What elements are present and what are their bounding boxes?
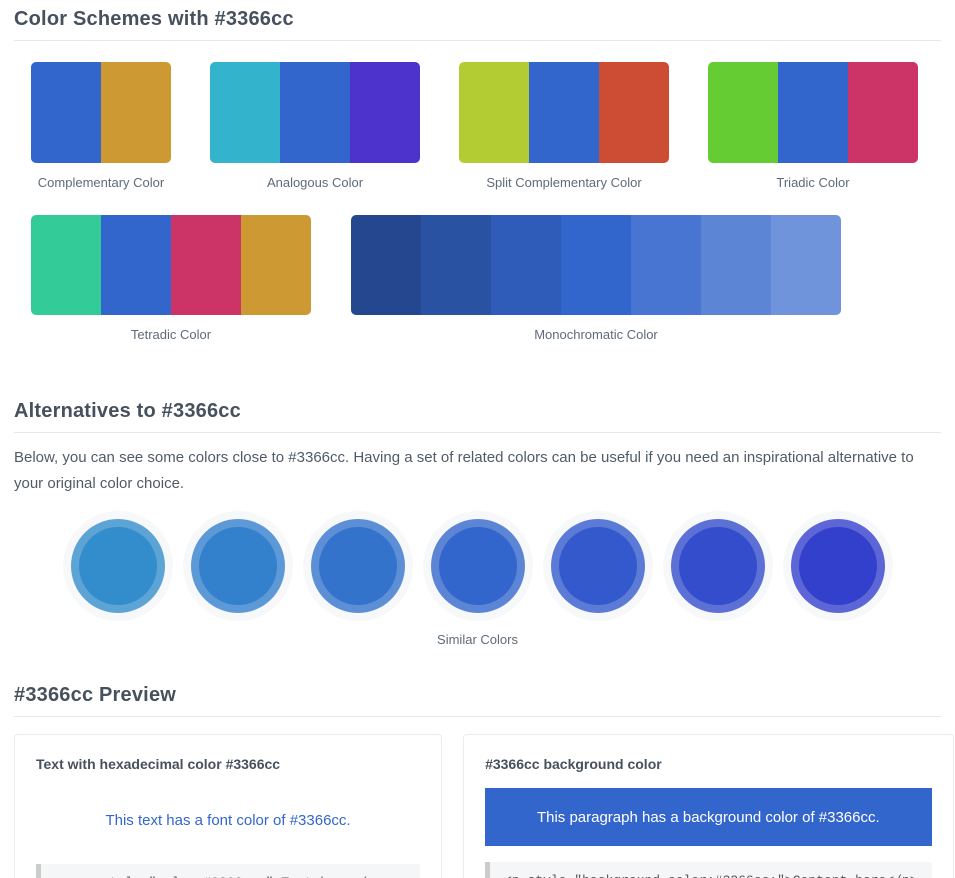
background-color-code-snippet: <p style="background-color:#3366cc;">Con… (485, 862, 932, 878)
similar-color-halo (302, 511, 413, 621)
similar-color-swatch[interactable] (78, 527, 157, 605)
color-swatch[interactable] (31, 215, 101, 315)
similar-color-halo (542, 511, 653, 621)
color-swatch[interactable] (771, 215, 841, 315)
similar-color-swatch[interactable] (558, 527, 637, 605)
similar-color-halo (62, 511, 173, 621)
scheme-row-1: Complementary Color Analogous Color Split … (31, 62, 941, 190)
color-swatch[interactable] (101, 62, 171, 163)
swatch-strip (708, 62, 918, 163)
color-swatch[interactable] (599, 62, 669, 163)
section-color-schemes: Color Schemes with #3366cc Complementary… (14, 6, 941, 342)
similar-color-ring (70, 519, 165, 613)
section-preview: #3366cc Preview Text with hexadecimal co… (14, 682, 954, 878)
scheme-group: Tetradic Color (31, 215, 311, 342)
scheme-label: Triadic Color (776, 175, 850, 190)
background-color-card-title: #3366cc background color (485, 756, 662, 772)
divider (14, 716, 941, 717)
scheme-label: Complementary Color (37, 175, 165, 190)
section-alternatives: Alternatives to #3366cc Below, you can s… (14, 398, 941, 647)
color-swatch[interactable] (459, 62, 529, 163)
similar-colors-row (14, 511, 941, 621)
similar-color-swatch[interactable] (798, 527, 877, 605)
divider (14, 40, 941, 41)
preview-cards-row: Text with hexadecimal color #3366cc This… (14, 734, 954, 878)
scheme-label: Monochromatic Color (534, 327, 658, 342)
background-color-sample-paragraph: This paragraph has a background color of… (485, 788, 932, 846)
color-swatch[interactable] (350, 62, 420, 163)
swatch-strip (351, 215, 841, 315)
similar-color-halo (662, 511, 773, 621)
scheme-group: Complementary Color (31, 62, 171, 190)
similar-colors-caption: Similar Colors (437, 632, 518, 647)
text-color-code-snippet: <span style="color:#3366cc;">Text here</… (36, 864, 421, 878)
divider (14, 432, 941, 433)
similar-color-ring (670, 519, 765, 613)
color-swatch[interactable] (280, 62, 350, 163)
similar-color-ring (190, 519, 285, 613)
color-swatch[interactable] (708, 62, 778, 163)
color-swatch[interactable] (101, 215, 171, 315)
similar-color-ring (550, 519, 645, 613)
color-swatch[interactable] (171, 215, 241, 315)
background-color-preview-card: #3366cc background color This paragraph … (463, 734, 954, 878)
color-swatch[interactable] (351, 215, 421, 315)
color-swatch[interactable] (778, 62, 848, 163)
scheme-group: Analogous Color (210, 62, 420, 190)
color-swatch[interactable] (561, 215, 631, 315)
similar-color-halo (782, 511, 893, 621)
similar-color-ring (430, 519, 525, 613)
scheme-label: Analogous Color (266, 175, 364, 190)
color-swatch[interactable] (631, 215, 701, 315)
scheme-group: Triadic Color (708, 62, 918, 190)
text-color-preview-card: Text with hexadecimal color #3366cc This… (14, 734, 443, 878)
swatch-strip (31, 62, 171, 163)
similar-color-swatch[interactable] (318, 527, 397, 605)
swatch-strip (210, 62, 420, 163)
similar-color-halo (422, 511, 533, 621)
similar-color-swatch[interactable] (438, 527, 517, 605)
color-schemes-title: Color Schemes with #3366cc (14, 8, 294, 30)
swatch-strip (459, 62, 669, 163)
swatch-strip (31, 215, 311, 315)
similar-color-ring (310, 519, 405, 613)
scheme-label: Split Complementary Color (486, 175, 642, 190)
color-swatch[interactable] (848, 62, 918, 163)
color-swatch[interactable] (421, 215, 491, 315)
scheme-row-2: Tetradic Color Monochromatic Color (31, 215, 941, 342)
text-color-card-title: Text with hexadecimal color #3366cc (36, 756, 281, 772)
preview-title: #3366cc Preview (14, 684, 177, 706)
scheme-label: Tetradic Color (130, 327, 212, 342)
alternatives-title: Alternatives to #3366cc (14, 400, 241, 422)
similar-color-ring (790, 519, 885, 613)
color-swatch[interactable] (491, 215, 561, 315)
alternatives-description: Below, you can see some colors close to … (14, 449, 914, 492)
similar-color-swatch[interactable] (678, 527, 757, 605)
color-swatch[interactable] (529, 62, 599, 163)
similar-color-halo (182, 511, 293, 621)
font-color-sample-text: This text has a font color of #3366cc. (105, 812, 351, 829)
color-swatch[interactable] (241, 215, 311, 315)
scheme-group: Monochromatic Color (351, 215, 841, 342)
scheme-group: Split Complementary Color (459, 62, 669, 190)
color-swatch[interactable] (701, 215, 771, 315)
similar-color-swatch[interactable] (198, 527, 277, 605)
color-swatch[interactable] (210, 62, 280, 163)
color-swatch[interactable] (31, 62, 101, 163)
